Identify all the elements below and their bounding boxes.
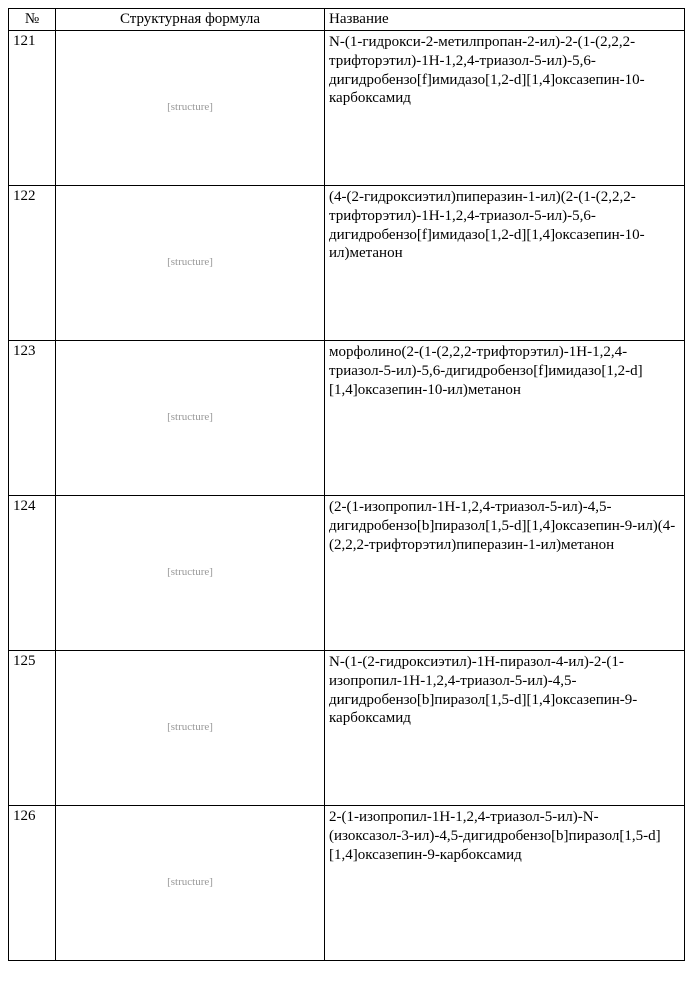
structure-image: [structure]	[60, 33, 320, 181]
cell-number: 122	[9, 186, 56, 341]
table-row: 126 [structure] 2-(1-изопропил-1H-1,2,4-…	[9, 806, 685, 961]
cell-name: 2-(1-изопропил-1H-1,2,4-триазол-5-ил)-N-…	[325, 806, 685, 961]
table-row: 124 [structure] (2-(1-изопропил-1H-1,2,4…	[9, 496, 685, 651]
table-row: 123 [structure] морфолино(2-(1-(2,2,2-тр…	[9, 341, 685, 496]
cell-structure: [structure]	[56, 806, 325, 961]
col-header-number: №	[9, 9, 56, 31]
cell-structure: [structure]	[56, 651, 325, 806]
cell-name: (4-(2-гидроксиэтил)пиперазин-1-ил)(2-(1-…	[325, 186, 685, 341]
structure-image: [structure]	[60, 498, 320, 646]
cell-number: 121	[9, 31, 56, 186]
structure-image: [structure]	[60, 188, 320, 336]
cell-number: 124	[9, 496, 56, 651]
table-row: 125 [structure] N-(1-(2-гидроксиэтил)-1H…	[9, 651, 685, 806]
col-header-structure: Структурная формула	[56, 9, 325, 31]
cell-name: N-(1-гидрокси-2-метилпропан-2-ил)-2-(1-(…	[325, 31, 685, 186]
structure-image: [structure]	[60, 808, 320, 956]
structure-image: [structure]	[60, 343, 320, 491]
table-row: 122 [structure] (4-(2-гидроксиэтил)пипер…	[9, 186, 685, 341]
cell-name: N-(1-(2-гидроксиэтил)-1H-пиразол-4-ил)-2…	[325, 651, 685, 806]
compound-table: № Структурная формула Название 121 [stru…	[8, 8, 685, 961]
cell-number: 123	[9, 341, 56, 496]
cell-number: 125	[9, 651, 56, 806]
cell-structure: [structure]	[56, 186, 325, 341]
structure-image: [structure]	[60, 653, 320, 801]
col-header-name: Название	[325, 9, 685, 31]
cell-name: (2-(1-изопропил-1H-1,2,4-триазол-5-ил)-4…	[325, 496, 685, 651]
table-row: 121 [structure] N-(1-гидрокси-2-метилпро…	[9, 31, 685, 186]
table-body: 121 [structure] N-(1-гидрокси-2-метилпро…	[9, 31, 685, 961]
table-header-row: № Структурная формула Название	[9, 9, 685, 31]
cell-structure: [structure]	[56, 31, 325, 186]
cell-structure: [structure]	[56, 341, 325, 496]
cell-number: 126	[9, 806, 56, 961]
cell-structure: [structure]	[56, 496, 325, 651]
cell-name: морфолино(2-(1-(2,2,2-трифторэтил)-1H-1,…	[325, 341, 685, 496]
